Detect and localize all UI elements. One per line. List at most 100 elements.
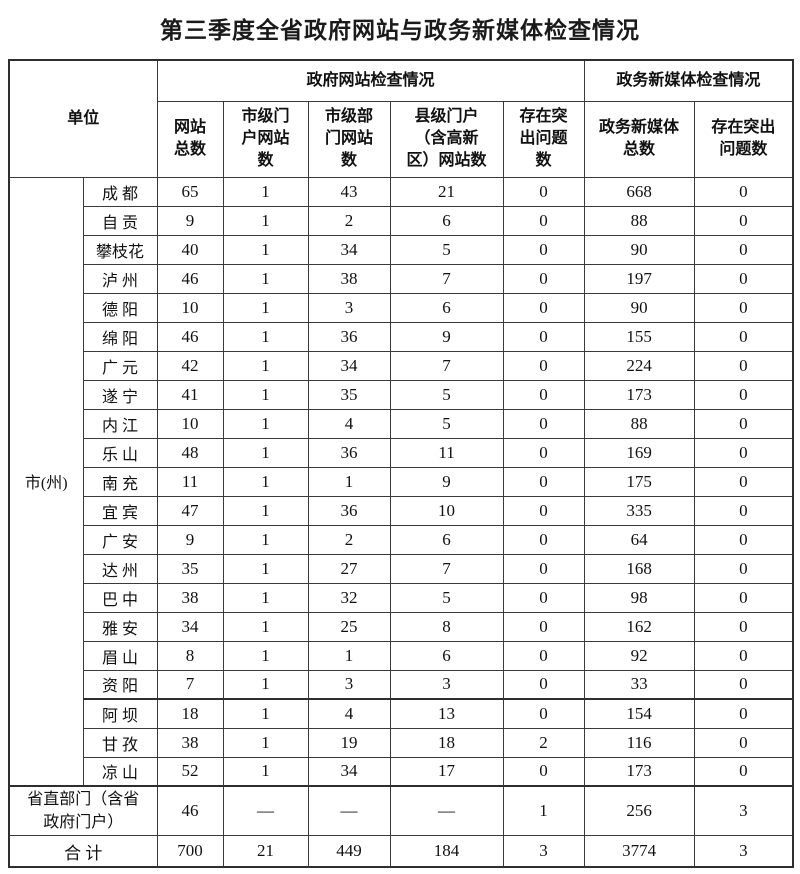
value-cell: 0	[502, 205, 585, 236]
value-cell: 52	[156, 756, 224, 787]
value-cell: 1	[222, 263, 309, 294]
value-cell: 0	[693, 669, 794, 700]
value-cell: 0	[693, 437, 794, 468]
table-row: 泸 州 46 1 38 7 0 197 0	[9, 263, 794, 294]
header-col-city-portal: 市级门 户网站 数	[222, 100, 309, 178]
value-cell: 173	[583, 379, 695, 410]
city-name-cell: 遂 宁	[82, 379, 158, 410]
table-row: 南 充 11 1 1 9 0 175 0	[9, 466, 794, 497]
value-cell: 0	[502, 234, 585, 265]
value-cell: 36	[307, 321, 391, 352]
value-cell: 33	[583, 669, 695, 700]
value-cell: 6	[389, 292, 504, 323]
value-cell: 10	[156, 292, 224, 323]
value-cell: 5	[389, 408, 504, 439]
value-cell: 5	[389, 582, 504, 613]
value-cell: 21	[222, 835, 309, 868]
header-col-website-problems: 存在突 出问题 数	[502, 100, 585, 178]
value-cell: 98	[583, 582, 695, 613]
value-cell: 11	[389, 437, 504, 468]
value-cell: 0	[502, 437, 585, 468]
value-cell: 6	[389, 524, 504, 555]
page-title: 第三季度全省政府网站与政务新媒体检查情况	[160, 18, 640, 43]
value-cell: 1	[222, 553, 309, 584]
value-cell: 0	[502, 495, 585, 526]
table-row: 眉 山 8 1 1 6 0 92 0	[9, 640, 794, 671]
header-sub-row: 网站 总数 市级门 户网站 数 市级部 门网站 数 县级门户 （含高新 区）网站…	[9, 100, 794, 178]
value-cell: 17	[389, 756, 504, 787]
value-cell: 1	[222, 466, 309, 497]
city-name-cell: 广 元	[82, 350, 158, 381]
table-row: 雅 安 34 1 25 8 0 162 0	[9, 611, 794, 642]
header-unit: 单位	[8, 59, 158, 178]
table-row: 凉 山 52 1 34 17 0 173 0	[9, 756, 794, 787]
value-cell: 36	[307, 437, 391, 468]
value-cell: 13	[389, 698, 504, 729]
value-cell: 8	[156, 640, 224, 671]
value-cell: 1	[222, 611, 309, 642]
value-cell: 256	[583, 785, 695, 837]
table-body: 市(州) 成 都 65 1 43 21 0 668 0 自 贡 9 1 2 6 0 88 0 攀枝花 40 1 34 5 0…	[8, 176, 794, 868]
value-cell: 88	[583, 408, 695, 439]
value-cell: 0	[502, 582, 585, 613]
value-cell: 1	[222, 321, 309, 352]
row-group-label: 市(州)	[8, 176, 84, 787]
value-cell: 5	[389, 379, 504, 410]
value-cell: 32	[307, 582, 391, 613]
value-cell: 46	[156, 321, 224, 352]
value-cell: 0	[693, 524, 794, 555]
value-cell: 4	[307, 698, 391, 729]
table-row: 广 元 42 1 34 7 0 224 0	[9, 350, 794, 381]
table-row: 内 江 10 1 4 5 0 88 0	[9, 408, 794, 439]
province-dept-row: 省直部门（含省 政府门户） 46— — —1 256 3	[8, 785, 794, 837]
city-name-cell: 德 阳	[82, 292, 158, 323]
city-name-cell: 成 都	[82, 176, 158, 207]
value-cell: 48	[156, 437, 224, 468]
value-cell: 3	[307, 669, 391, 700]
value-cell: 6	[389, 640, 504, 671]
city-name-cell: 内 江	[82, 408, 158, 439]
value-cell: 1	[222, 350, 309, 381]
value-cell: 154	[583, 698, 695, 729]
value-cell: 25	[307, 611, 391, 642]
value-cell: 3774	[583, 835, 695, 868]
table-row: 市(州) 成 都 65 1 43 21 0 668 0	[8, 176, 794, 787]
value-cell: 41	[156, 379, 224, 410]
value-cell: 7	[389, 263, 504, 294]
value-cell: 1	[222, 176, 309, 207]
value-cell: 0	[693, 408, 794, 439]
total-label: 合 计	[8, 835, 158, 868]
value-cell: 168	[583, 553, 695, 584]
value-cell: 65	[156, 176, 224, 207]
value-cell: 0	[502, 176, 585, 207]
value-cell: 184	[389, 835, 504, 868]
value-cell: 0	[693, 234, 794, 265]
value-cell: 0	[502, 669, 585, 700]
value-cell: 11	[156, 466, 224, 497]
value-cell: 3	[307, 292, 391, 323]
value-cell: 0	[693, 727, 794, 758]
table-row: 甘 孜 38 1 19 18 2 116 0	[9, 727, 794, 758]
total-row: 合 计 700 21 449 184 3 3774 3	[8, 835, 794, 868]
value-cell: 0	[693, 495, 794, 526]
value-cell: 34	[307, 234, 391, 265]
value-cell: 46	[156, 785, 224, 837]
value-cell: 0	[693, 611, 794, 642]
value-cell: 9	[156, 205, 224, 236]
value-cell: 9	[389, 321, 504, 352]
table-row: 阿 坝 18 1 4 13 0 154 0	[9, 698, 794, 729]
value-cell: 197	[583, 263, 695, 294]
header-group-website: 政府网站检查情况	[156, 59, 585, 102]
table-row: 巴 中 38 1 32 5 0 98 0	[9, 582, 794, 613]
value-cell: 5	[389, 234, 504, 265]
value-cell: 7	[389, 350, 504, 381]
value-cell: 0	[693, 553, 794, 584]
value-cell: 18	[156, 698, 224, 729]
value-cell: 224	[583, 350, 695, 381]
value-cell: 0	[693, 640, 794, 671]
value-cell: 88	[583, 205, 695, 236]
city-name-cell: 宜 宾	[82, 495, 158, 526]
value-cell: 1	[222, 640, 309, 671]
value-cell: 0	[502, 553, 585, 584]
value-cell: 0	[693, 205, 794, 236]
